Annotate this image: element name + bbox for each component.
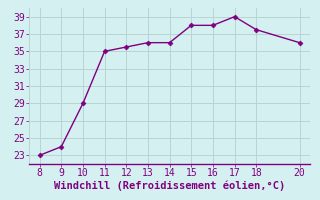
X-axis label: Windchill (Refroidissement éolien,°C): Windchill (Refroidissement éolien,°C) [54,181,285,191]
